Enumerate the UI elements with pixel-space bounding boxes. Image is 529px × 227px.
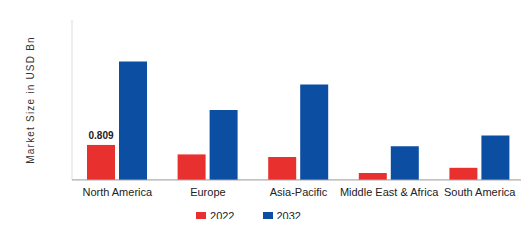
svg-text:Middle East & Africa: Middle East & Africa xyxy=(340,186,439,198)
svg-text:Europe: Europe xyxy=(190,186,225,198)
svg-text:North America: North America xyxy=(82,186,153,198)
svg-text:South America: South America xyxy=(444,186,516,198)
html-text:2022: 2022 xyxy=(210,209,235,222)
svg-text:Market Size in USD Bn: Market Size in USD Bn xyxy=(25,36,36,163)
svg-text:0.809: 0.809 xyxy=(88,130,113,141)
html-text:2032: 2032 xyxy=(276,209,301,222)
svg-text:Asia-Pacific: Asia-Pacific xyxy=(270,186,328,198)
